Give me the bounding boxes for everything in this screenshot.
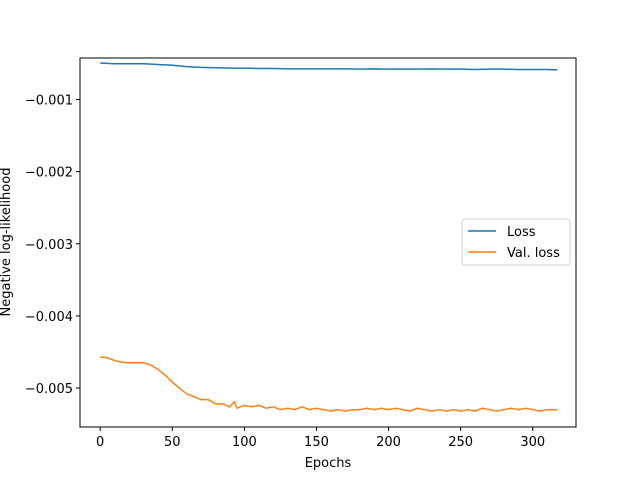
- y-tick-label: −0.001: [25, 93, 73, 108]
- x-tick-label: 300: [520, 435, 545, 450]
- x-tick-label: 150: [304, 435, 329, 450]
- legend: Loss Val. loss: [461, 218, 571, 266]
- legend-label-val-loss: Val. loss: [507, 246, 560, 261]
- y-tick-label: −0.002: [25, 166, 73, 181]
- plot-area-frame: [79, 57, 577, 428]
- x-tick-label: 0: [96, 435, 104, 450]
- y-tick-label: −0.005: [25, 382, 73, 397]
- series-line-loss: [100, 62, 558, 71]
- x-axis: 0 50 100 150 200 250 300: [96, 427, 545, 450]
- legend-label-loss: Loss: [507, 225, 536, 240]
- series-layer: [100, 62, 558, 412]
- y-axis-label: Negative log-likelihood: [0, 168, 14, 317]
- series-line-val-loss: [100, 356, 558, 412]
- x-tick-label: 250: [448, 435, 473, 450]
- x-axis-label: Epochs: [305, 456, 352, 471]
- x-tick-label: 100: [232, 435, 257, 450]
- x-tick-label: 50: [164, 435, 181, 450]
- y-axis: −0.001 −0.002 −0.003 −0.004 −0.005: [25, 93, 80, 397]
- y-tick-label: −0.003: [25, 238, 73, 253]
- x-tick-label: 200: [376, 435, 401, 450]
- y-tick-label: −0.004: [25, 310, 73, 325]
